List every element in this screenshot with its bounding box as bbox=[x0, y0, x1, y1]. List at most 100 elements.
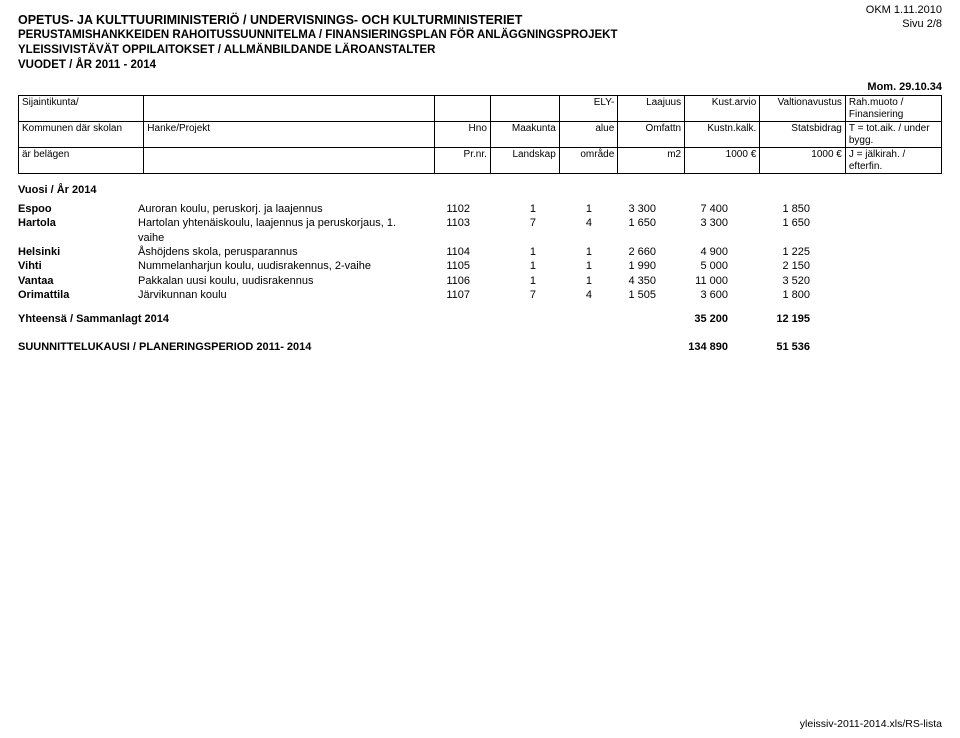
cell-rah bbox=[810, 202, 902, 216]
total-kust: 35 200 bbox=[656, 312, 728, 326]
cell-laajuus: 1 650 bbox=[592, 216, 656, 245]
column-header-cell: område bbox=[559, 148, 617, 174]
cell-hanke: Pakkalan uusi koulu, uudisrakennus bbox=[138, 274, 416, 288]
column-header-cell: m2 bbox=[618, 148, 685, 174]
cell-rah bbox=[810, 245, 902, 259]
cell-kunta: Helsinki bbox=[18, 245, 138, 259]
mom-label: Mom. 29.10.34 bbox=[18, 81, 942, 93]
cell-kunta: Orimattila bbox=[18, 288, 138, 302]
column-header-table: Sijaintikunta/ELY-LaajuusKust.arvioValti… bbox=[18, 95, 942, 174]
total-row: Yhteensä / Sammanlagt 2014 35 200 12 195 bbox=[18, 312, 942, 326]
table-row: OrimattilaJärvikunnan koulu1107741 5053 … bbox=[18, 288, 942, 302]
column-header-cell bbox=[434, 96, 490, 122]
cell-ely: 1 bbox=[536, 259, 592, 273]
cell-kust: 5 000 bbox=[656, 259, 728, 273]
cell-kunta: Espoo bbox=[18, 202, 138, 216]
column-header-cell: 1000 € bbox=[760, 148, 846, 174]
cell-valt: 1 650 bbox=[728, 216, 810, 245]
cell-rah bbox=[810, 274, 902, 288]
cell-hanke: Åshöjdens skola, perusparannus bbox=[138, 245, 416, 259]
cell-hno: 1105 bbox=[416, 259, 470, 273]
year-heading: Vuosi / År 2014 bbox=[18, 184, 942, 196]
cell-kunta: Hartola bbox=[18, 216, 138, 245]
column-header-row: Kommunen där skolanHanke/ProjektHnoMaaku… bbox=[19, 122, 942, 148]
column-header-cell: alue bbox=[559, 122, 617, 148]
cell-ely: 4 bbox=[536, 288, 592, 302]
cell-maakunta: 1 bbox=[470, 245, 536, 259]
plan-valt: 51 536 bbox=[728, 340, 810, 354]
cell-valt: 1 850 bbox=[728, 202, 810, 216]
page-meta: OKM 1.11.2010 Sivu 2/8 bbox=[866, 4, 942, 32]
column-header-cell: är belägen bbox=[19, 148, 144, 174]
cell-valt: 1 225 bbox=[728, 245, 810, 259]
data-rows: EspooAuroran koulu, peruskorj. ja laajen… bbox=[18, 202, 942, 302]
cell-ely: 1 bbox=[536, 202, 592, 216]
title-line-3: YLEISSIVISTÄVÄT OPPILAITOKSET / ALLMÄNBI… bbox=[18, 43, 942, 58]
column-header-cell: 1000 € bbox=[685, 148, 760, 174]
column-header-cell bbox=[490, 96, 559, 122]
column-header-cell: Landskap bbox=[490, 148, 559, 174]
cell-maakunta: 1 bbox=[470, 274, 536, 288]
cell-laajuus: 3 300 bbox=[592, 202, 656, 216]
cell-laajuus: 4 350 bbox=[592, 274, 656, 288]
cell-rah bbox=[810, 288, 902, 302]
plan-label: SUUNNITTELUKAUSI / PLANERINGSPERIOD 2011… bbox=[18, 340, 416, 354]
column-header-cell: Sijaintikunta/ bbox=[19, 96, 144, 122]
cell-kust: 3 300 bbox=[656, 216, 728, 245]
column-header-cell: Pr.nr. bbox=[434, 148, 490, 174]
column-header-cell: Laajuus bbox=[618, 96, 685, 122]
cell-ely: 1 bbox=[536, 274, 592, 288]
cell-hno: 1107 bbox=[416, 288, 470, 302]
cell-laajuus: 1 990 bbox=[592, 259, 656, 273]
column-header-cell: Kustn.kalk. bbox=[685, 122, 760, 148]
cell-kust: 7 400 bbox=[656, 202, 728, 216]
cell-laajuus: 2 660 bbox=[592, 245, 656, 259]
title-block: OPETUS- JA KULTTUURIMINISTERIÖ / UNDERVI… bbox=[18, 12, 942, 73]
cell-valt: 1 800 bbox=[728, 288, 810, 302]
column-header-cell bbox=[144, 96, 434, 122]
total-label: Yhteensä / Sammanlagt 2014 bbox=[18, 312, 416, 326]
column-header-cell: Kommunen där skolan bbox=[19, 122, 144, 148]
cell-valt: 2 150 bbox=[728, 259, 810, 273]
cell-kust: 3 600 bbox=[656, 288, 728, 302]
title-line-1: OPETUS- JA KULTTUURIMINISTERIÖ / UNDERVI… bbox=[18, 12, 942, 28]
title-line-4: VUODET / ÅR 2011 - 2014 bbox=[18, 58, 942, 73]
column-header-row: Sijaintikunta/ELY-LaajuusKust.arvioValti… bbox=[19, 96, 942, 122]
cell-ely: 1 bbox=[536, 245, 592, 259]
column-header-cell: Hanke/Projekt bbox=[144, 122, 434, 148]
table-row: HelsinkiÅshöjdens skola, perusparannus11… bbox=[18, 245, 942, 259]
column-header-cell: ELY- bbox=[559, 96, 617, 122]
column-header-cell: Valtionavustus bbox=[760, 96, 846, 122]
cell-hanke: Järvikunnan koulu bbox=[138, 288, 416, 302]
cell-hno: 1106 bbox=[416, 274, 470, 288]
cell-maakunta: 7 bbox=[470, 288, 536, 302]
column-header-row: är belägenPr.nr.Landskapområdem21000 €10… bbox=[19, 148, 942, 174]
column-header-cell: Rah.muoto / Finansiering bbox=[845, 96, 941, 122]
plan-kust: 134 890 bbox=[656, 340, 728, 354]
cell-rah bbox=[810, 259, 902, 273]
table-row: VihtiNummelanharjun koulu, uudisrakennus… bbox=[18, 259, 942, 273]
footer-filename: yleissiv-2011-2014.xls/RS-lista bbox=[800, 718, 942, 730]
cell-rah bbox=[810, 216, 902, 245]
meta-date: OKM 1.11.2010 bbox=[866, 4, 942, 18]
table-row: HartolaHartolan yhtenäiskoulu, laajennus… bbox=[18, 216, 942, 245]
plan-row: SUUNNITTELUKAUSI / PLANERINGSPERIOD 2011… bbox=[18, 340, 942, 354]
cell-maakunta: 7 bbox=[470, 216, 536, 245]
cell-kunta: Vihti bbox=[18, 259, 138, 273]
column-header-cell: T = tot.aik. / under bygg. bbox=[845, 122, 941, 148]
cell-maakunta: 1 bbox=[470, 259, 536, 273]
cell-hno: 1103 bbox=[416, 216, 470, 245]
cell-hanke: Nummelanharjun koulu, uudisrakennus, 2-v… bbox=[138, 259, 416, 273]
column-header-cell bbox=[144, 148, 434, 174]
cell-hno: 1104 bbox=[416, 245, 470, 259]
column-header-cell: Omfattn bbox=[618, 122, 685, 148]
column-header-cell: J = jälkirah. / efterfin. bbox=[845, 148, 941, 174]
column-header-cell: Statsbidrag bbox=[760, 122, 846, 148]
column-header-cell: Hno bbox=[434, 122, 490, 148]
cell-hanke: Auroran koulu, peruskorj. ja laajennus bbox=[138, 202, 416, 216]
meta-page: Sivu 2/8 bbox=[866, 18, 942, 32]
total-valt: 12 195 bbox=[728, 312, 810, 326]
table-row: VantaaPakkalan uusi koulu, uudisrakennus… bbox=[18, 274, 942, 288]
cell-ely: 4 bbox=[536, 216, 592, 245]
cell-maakunta: 1 bbox=[470, 202, 536, 216]
